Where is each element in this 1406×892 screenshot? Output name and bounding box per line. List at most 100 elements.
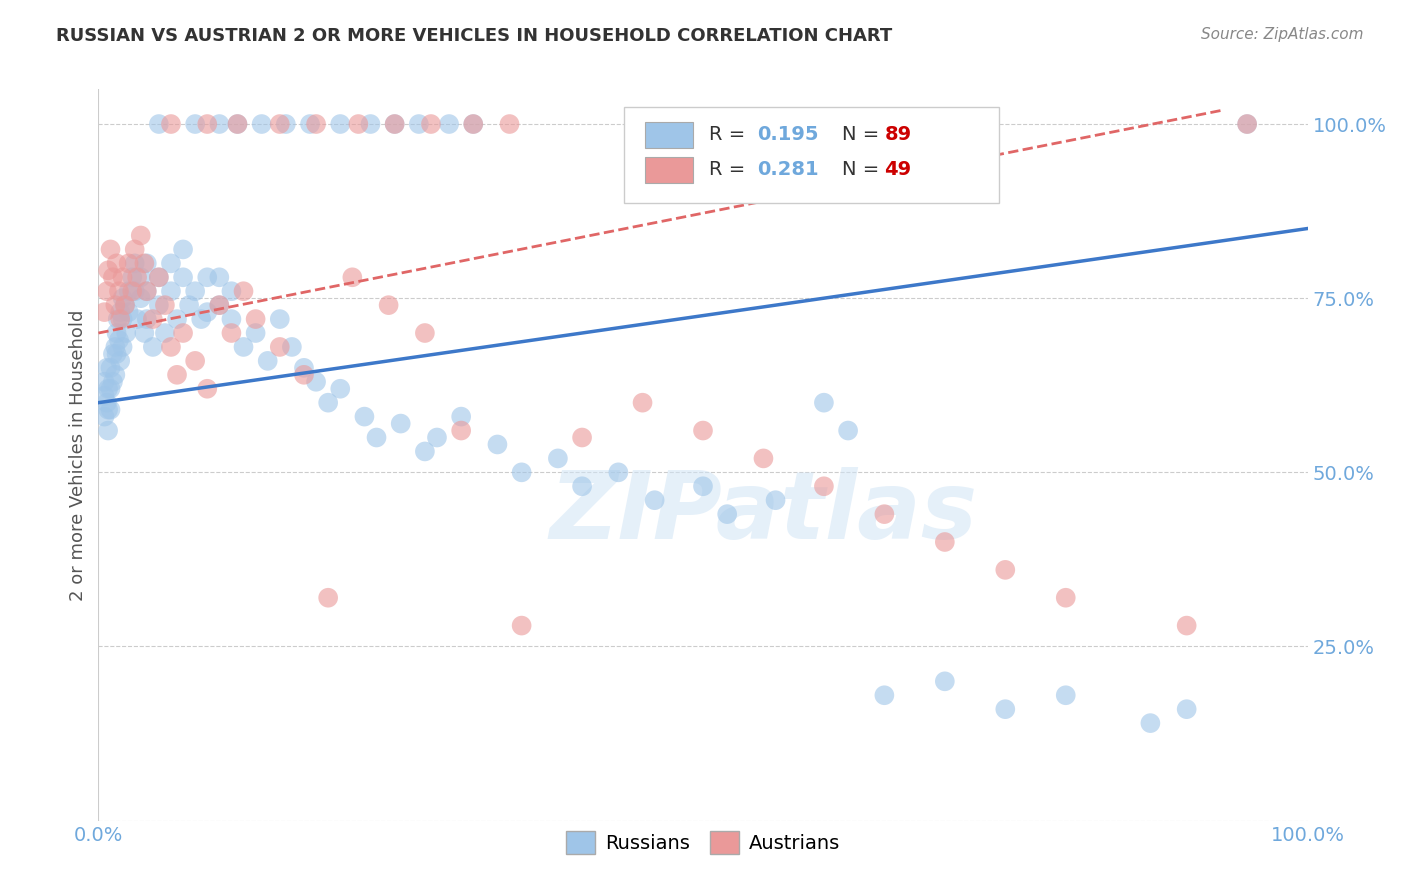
Point [486,437,509,451]
Point [571,430,593,444]
Point [208,117,231,131]
Point [114,298,136,312]
Point [142,312,165,326]
Point [100,402,122,417]
Point [934,535,956,549]
Point [274,117,297,131]
Point [226,117,249,131]
Point [269,340,291,354]
Point [716,507,738,521]
Point [366,430,388,444]
Point [547,451,569,466]
Point [245,326,267,340]
Point [347,117,370,131]
Point [353,409,375,424]
Point [208,270,231,285]
Point [135,284,157,298]
Bar [645,157,693,183]
Point [292,360,315,375]
Point [1175,702,1198,716]
Text: 0.195: 0.195 [758,125,818,144]
Text: RUSSIAN VS AUSTRIAN 2 OR MORE VEHICLES IN HOUSEHOLD CORRELATION CHART: RUSSIAN VS AUSTRIAN 2 OR MORE VEHICLES I… [56,27,893,45]
Point [1236,117,1258,131]
Point [93,305,115,319]
Point [208,298,231,312]
Point [607,466,630,480]
Point [413,326,436,340]
Point [111,340,134,354]
Point [408,117,430,131]
Point [463,117,485,131]
Point [96,360,118,375]
Point [208,298,231,312]
Point [631,395,654,409]
Point [316,395,339,409]
Point [127,312,149,326]
Legend: Russians, Austrians: Russians, Austrians [558,822,848,863]
Point [160,340,183,354]
Point [184,354,207,368]
Point [281,340,304,354]
Point [129,270,152,285]
Point [245,312,267,326]
Point [195,117,218,131]
Point [129,291,152,305]
Point [100,382,122,396]
Point [118,305,141,319]
Point [250,117,273,131]
Point [305,375,328,389]
Point [384,117,406,131]
Point [1139,716,1161,731]
Point [121,270,143,285]
Point [437,117,460,131]
Point [166,368,188,382]
Point [108,354,131,368]
Point [221,326,243,340]
Point [184,284,207,298]
Point [179,298,201,312]
Point [127,270,149,285]
Text: ZIPatlas: ZIPatlas [550,467,977,559]
Point [1054,591,1077,605]
Point [413,444,436,458]
Point [104,298,127,312]
Point [100,243,122,257]
Point [153,298,176,312]
Point [329,117,352,131]
Point [299,117,322,131]
Point [463,117,485,131]
Point [93,389,115,403]
Point [450,424,472,438]
Point [104,368,127,382]
Point [1054,688,1077,702]
Point [426,430,449,444]
Point [148,270,170,285]
Point [148,117,170,131]
Point [97,424,120,438]
Point [873,688,896,702]
Point [269,117,291,131]
Text: 0.281: 0.281 [758,161,820,179]
Point [160,256,183,270]
Y-axis label: 2 or more Vehicles in Household: 2 or more Vehicles in Household [69,310,87,600]
Point [108,305,131,319]
Point [837,424,859,438]
Point [360,117,382,131]
Point [184,117,207,131]
Point [108,284,131,298]
Point [172,326,194,340]
Point [195,270,218,285]
Point [195,305,218,319]
Point [135,284,157,298]
Point [232,340,254,354]
Point [93,409,115,424]
Point [994,702,1017,716]
Point [813,395,835,409]
Point [752,451,775,466]
Point [101,347,124,361]
Point [571,479,593,493]
Point [108,333,131,347]
Point [124,243,146,257]
Point [129,228,152,243]
Point [195,382,218,396]
